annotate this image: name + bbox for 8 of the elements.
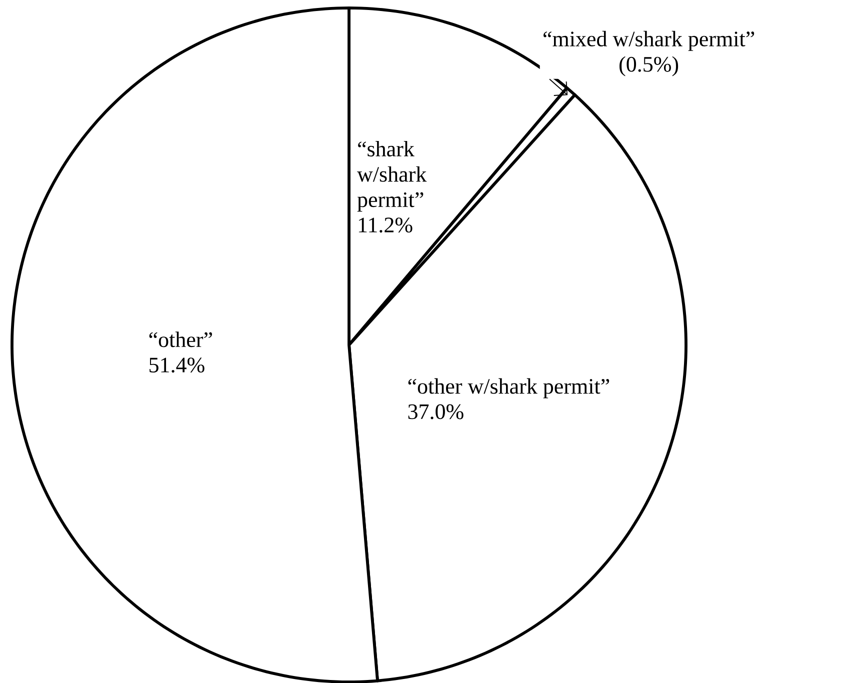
slice-label: “other” [149,331,212,347]
data-label: 51.4% [150,357,204,372]
data-label: 11.2% [358,217,412,232]
data-label: 37.0% [408,404,464,420]
data-label: (0.5%) [620,56,678,76]
slice-label: “mixed w/shark permit” [544,30,754,51]
slice-label: “other w/shark permit” [408,378,610,398]
slice-label: “shark w/shark permit” [357,140,427,212]
